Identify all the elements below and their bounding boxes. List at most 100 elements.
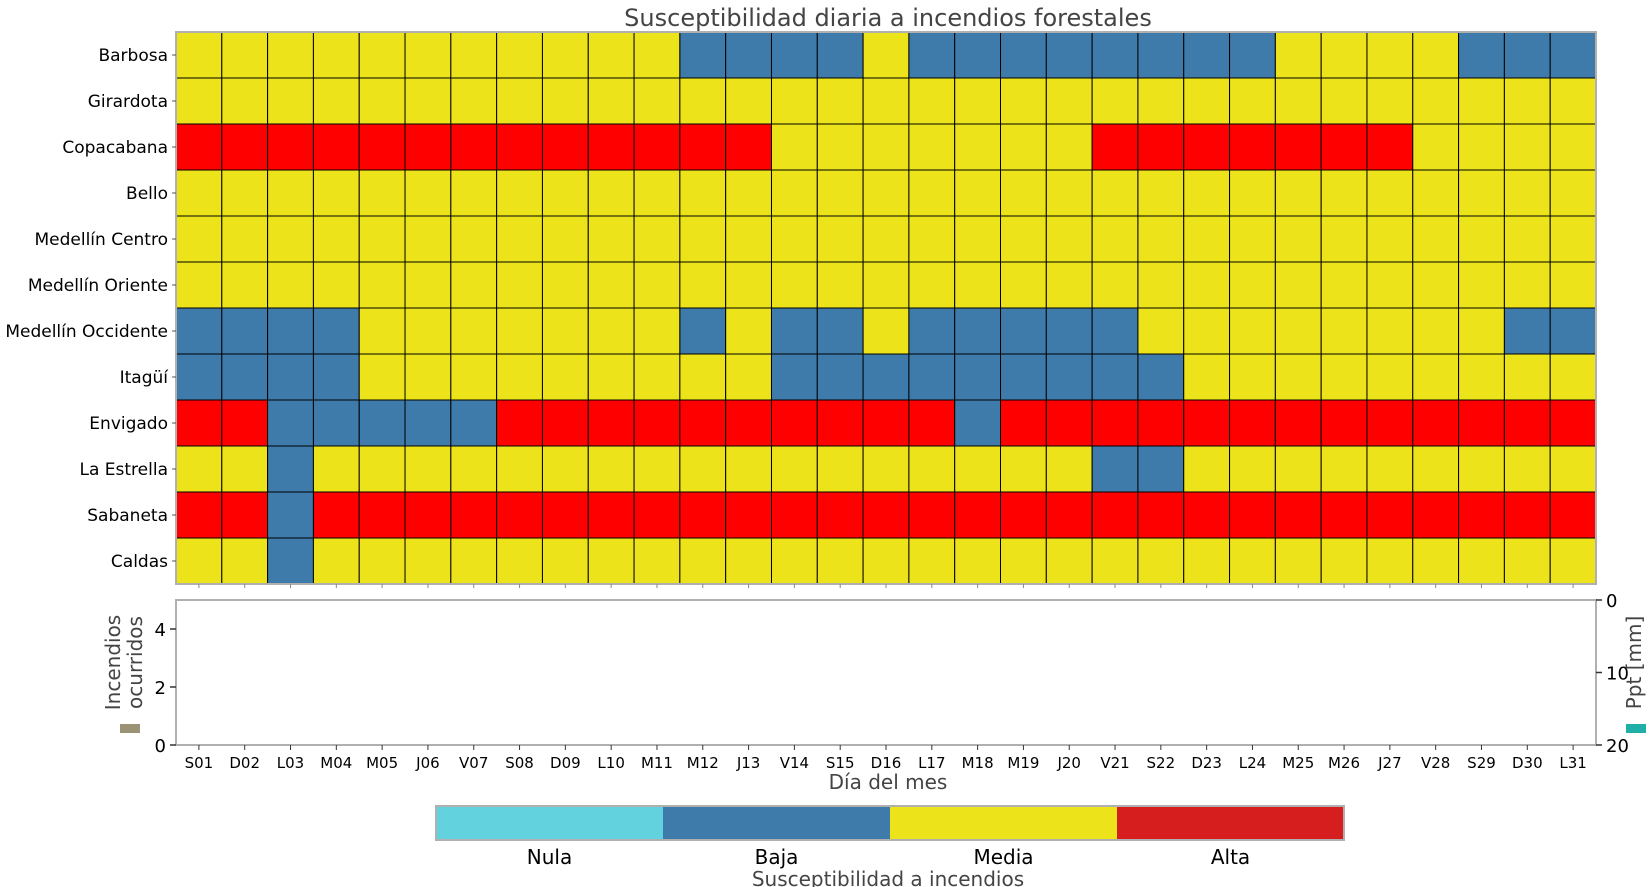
heatmap-cell — [450, 445, 498, 493]
heatmap-cell — [175, 31, 223, 79]
heatmap-cell — [587, 353, 635, 401]
heatmap-cell — [1549, 537, 1597, 585]
heatmap-cell — [1458, 353, 1505, 401]
heatmap-cell — [633, 353, 681, 401]
heatmap-cell — [587, 399, 635, 447]
heatmap-cell — [312, 399, 360, 447]
heatmap-cell — [1320, 537, 1368, 585]
heatmap-cell — [221, 399, 269, 447]
precip-tick-label: 10 — [1606, 664, 1629, 685]
heatmap-cell — [633, 77, 681, 125]
heatmap-cell — [1229, 307, 1276, 355]
heatmap-cell — [1045, 353, 1093, 401]
heatmap-cell — [1229, 77, 1276, 125]
heatmap-cell — [1045, 399, 1093, 447]
heatmap-cell — [1503, 169, 1551, 217]
colorbar-segment — [890, 806, 1117, 840]
heatmap-cell — [404, 169, 452, 217]
heatmap-cell — [496, 77, 543, 125]
heatmap-cell — [1137, 31, 1185, 79]
heatmap-cell — [496, 215, 543, 263]
heatmap-cell — [496, 399, 543, 447]
heatmap-cell — [1412, 537, 1460, 585]
heatmap-cell — [587, 491, 635, 539]
day-tick-label: D09 — [550, 754, 581, 772]
heatmap-cell — [1458, 123, 1505, 171]
heatmap-cell — [450, 169, 498, 217]
heatmap-cell — [633, 169, 681, 217]
heatmap-cell — [1183, 353, 1231, 401]
heatmap-cell — [908, 31, 956, 79]
chart-title: Susceptibilidad diaria a incendios fores… — [624, 4, 1152, 32]
heatmap-cell — [954, 537, 1002, 585]
heatmap-cell — [221, 31, 269, 79]
heatmap-cell — [633, 215, 681, 263]
heatmap-cell — [725, 445, 772, 493]
heatmap-cell — [770, 261, 818, 309]
heatmap-cell — [1503, 445, 1551, 493]
heatmap-cell — [954, 353, 1002, 401]
heatmap-cell — [1458, 77, 1505, 125]
heatmap-cell — [954, 491, 1002, 539]
heatmap-cell — [1412, 445, 1460, 493]
heatmap-cell — [1183, 399, 1231, 447]
colorbar: Nula Baja Media Alta — [435, 805, 1345, 869]
day-tick-label: M05 — [366, 754, 398, 772]
heatmap-cell — [770, 399, 818, 447]
heatmap-cell — [1412, 261, 1460, 309]
day-tick-label: D16 — [871, 754, 902, 772]
heatmap-cell — [1091, 169, 1139, 217]
heatmap-cell — [1045, 169, 1093, 217]
day-tick-label: V07 — [459, 754, 488, 772]
heatmap-cell — [496, 169, 543, 217]
heatmap-cell — [1458, 169, 1505, 217]
heatmap-cell — [770, 123, 818, 171]
heatmap-cell — [954, 123, 1002, 171]
fires-axis-label-line: ocurridos — [123, 616, 147, 709]
heatmap-cell — [1274, 261, 1322, 309]
day-tick-label: J27 — [1377, 754, 1402, 772]
heatmap-cell — [816, 537, 864, 585]
heatmap-cell — [1183, 31, 1231, 79]
heatmap-cell — [496, 491, 543, 539]
heatmap-cell — [1320, 123, 1368, 171]
heatmap-cell — [1274, 399, 1322, 447]
heatmap-cell — [1320, 491, 1368, 539]
heatmap-cell — [587, 31, 635, 79]
heatmap-cell — [404, 31, 452, 79]
heatmap-cell — [1137, 537, 1185, 585]
heatmap-cell — [221, 261, 269, 309]
heatmap-cell — [1229, 353, 1276, 401]
heatmap-cell — [1320, 215, 1368, 263]
heatmap-cell — [816, 123, 864, 171]
heatmap-cell — [404, 491, 452, 539]
day-tick-label: M12 — [687, 754, 719, 772]
heatmap-cell — [816, 261, 864, 309]
heatmap-cell — [1320, 261, 1368, 309]
heatmap-cell — [175, 169, 223, 217]
heatmap-cell — [1000, 399, 1047, 447]
heatmap-cell — [1045, 215, 1093, 263]
heatmap-cell — [1320, 307, 1368, 355]
heatmap-cell — [633, 31, 681, 79]
heatmap-cell — [908, 399, 956, 447]
heatmap-cell — [1000, 169, 1047, 217]
heatmap-cell — [1229, 445, 1276, 493]
heatmap-cell — [1000, 123, 1047, 171]
heatmap-cell — [1320, 77, 1368, 125]
heatmap-cell — [267, 169, 314, 217]
fires-axis-label-line: Incendios — [101, 615, 125, 710]
heatmap-cell — [1412, 215, 1460, 263]
heatmap-cell — [679, 353, 727, 401]
day-tick-label: D23 — [1191, 754, 1222, 772]
heatmap-cell — [267, 399, 314, 447]
heatmap-cell — [1229, 261, 1276, 309]
heatmap-cell — [1137, 215, 1185, 263]
heatmap-cell — [175, 123, 223, 171]
heatmap-cell — [221, 307, 269, 355]
heatmap-cell — [908, 353, 956, 401]
heatmap-cell — [1229, 215, 1276, 263]
heatmap-cell — [954, 31, 1002, 79]
heatmap-cell — [404, 537, 452, 585]
